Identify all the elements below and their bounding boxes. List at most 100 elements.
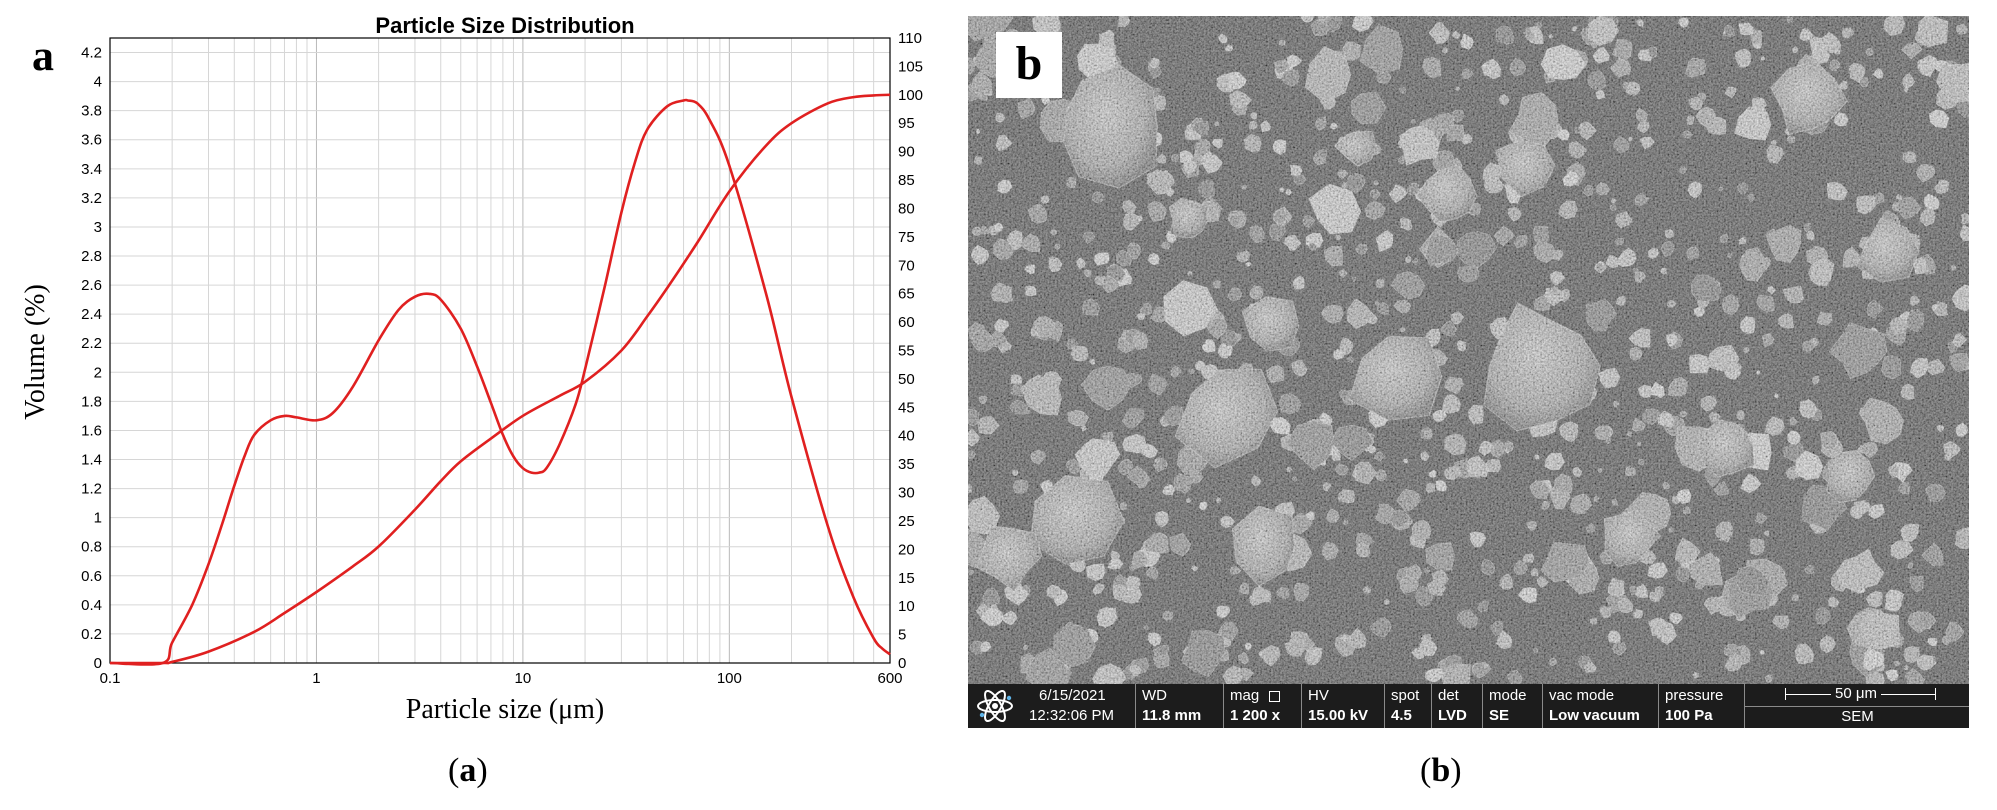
chart-title: Particle Size Distribution [375,13,634,38]
series [109,93,891,666]
y2-tick-label: 100 [898,87,923,104]
panel-a-label: a [32,31,54,80]
panel-b-label: b [996,32,1062,98]
vac-cell: vac mode Low vacuum [1542,684,1658,728]
x-tick-label: 1 [312,670,320,687]
y-tick-label: 1 [94,510,102,527]
spot-cell: spot 4.5 [1384,684,1431,728]
vac-label: vac mode [1549,687,1615,704]
scale-bar: 50 μm SEM [1744,684,1969,728]
y-tick-label: 0.2 [81,626,102,643]
caption-a-letter: a [459,752,477,789]
grid [109,38,891,664]
sem-logo [968,684,1023,728]
scale-divider [1745,706,1969,707]
mag-label: mag [1230,687,1260,704]
y2-tick-label: 50 [898,371,915,388]
y-tick-label: 1.2 [81,481,102,498]
y2-tick-label: 95 [898,115,915,132]
y-tick-label: 2 [94,364,102,381]
y-tick-label: 3.6 [81,132,102,149]
y2-tick-label: 5 [898,627,906,644]
spot-label: spot [1391,687,1420,704]
volume-frequency-line [109,98,891,666]
y-tick-label: 3 [94,219,102,236]
y-tick-label: 0.4 [81,597,102,614]
cumulative-volume-line [109,93,891,665]
mag-cell: mag 1 200 x [1223,684,1301,728]
y-tick-label: 2.2 [81,335,102,352]
time-value: 12:32:06 PM [1029,707,1115,724]
y2-tick-label: 55 [898,343,915,360]
x-tick-label: 10 [515,670,532,687]
y2-tick-label: 30 [898,485,915,502]
y2-tick-label: 65 [898,286,915,303]
det-label: det [1438,687,1459,704]
y-tick-label: 2.6 [81,277,102,294]
y2-tick-label: 80 [898,200,915,217]
sem-image [968,16,1969,684]
mode-value: SE [1489,707,1510,724]
scale-tick-right [1935,688,1936,700]
y-tick-label: 0.6 [81,568,102,585]
y-tick-label: 1.8 [81,393,102,410]
y-tick-label: 4.2 [81,45,102,62]
pressure-label: pressure [1665,687,1724,704]
ticks: 0.1 1 10 100 60000.20.40.60.811.21.41.61.822… [81,30,923,687]
mag-label-row: mag [1230,686,1301,706]
y-tick-label: 3.2 [81,190,102,207]
y2-tick-label: 25 [898,513,915,530]
y2-tick-label: 60 [898,314,915,331]
y2-tick-label: 15 [898,570,915,587]
y-tick-label: 1.4 [81,452,102,469]
y-tick-label: 3.8 [81,103,102,120]
y-tick-label: 3.4 [81,161,102,178]
y2-tick-label: 0 [898,655,906,672]
hv-label: HV [1308,687,1329,704]
y2-tick-label: 90 [898,144,915,161]
y-axis-label: Volume (%) [20,284,51,420]
atom-icon [977,689,1013,723]
hv-cell: HV 15.00 kV [1301,684,1384,728]
wd-cell: WD 11.8 mm [1135,684,1223,728]
y2-tick-label: 35 [898,456,915,473]
sem-micrograph: b 6/15/2021 12:32:06 PM WD 11.8 mm mag [968,16,1969,728]
caption-b: (b) [1420,752,1462,789]
vac-value: Low vacuum [1549,707,1640,724]
spot-value: 4.5 [1391,707,1412,724]
plot-frame [109,37,891,664]
caption-a: (a) [448,752,488,789]
x-tick-label: 100 [717,670,742,687]
y2-tick-label: 40 [898,428,915,445]
date-value: 6/15/2021 [1039,687,1106,704]
x-tick-label: 600 [877,670,902,687]
y2-tick-label: 20 [898,541,915,558]
y-tick-label: 4 [94,74,102,91]
caption-b-letter: b [1431,752,1451,789]
x-tick-label: 0.1 [100,670,121,687]
y2-tick-label: 10 [898,598,915,615]
scale-tick-left [1785,688,1786,700]
wd-value: 11.8 mm [1142,707,1202,724]
hv-value: 15.00 kV [1308,707,1369,724]
y2-tick-label: 110 [898,30,922,47]
y2-tick-label: 45 [898,399,915,416]
particle-size-chart: a Particle Size Distribution Volume (%) … [20,13,923,725]
square-icon [1269,690,1281,702]
wd-label: WD [1142,687,1167,704]
y2-tick-label: 105 [898,58,923,75]
mode-label: mode [1489,687,1527,704]
x-axis-label: Particle size (μm) [406,694,605,725]
y2-tick-label: 75 [898,229,915,246]
y-tick-label: 1.6 [81,422,102,439]
scale-label: 50 μm [1831,684,1881,704]
y-tick-label: 2.8 [81,248,102,265]
y-tick-label: 2.4 [81,306,102,323]
y2-tick-label: 85 [898,172,915,189]
pressure-cell: pressure 100 Pa [1658,684,1744,728]
y-tick-label: 0 [94,655,102,672]
mode-cell: mode SE [1482,684,1542,728]
sem-info-bar: 6/15/2021 12:32:06 PM WD 11.8 mm mag 1 2… [968,684,1969,728]
det-value: LVD [1438,707,1467,724]
det-cell: det LVD [1431,684,1482,728]
